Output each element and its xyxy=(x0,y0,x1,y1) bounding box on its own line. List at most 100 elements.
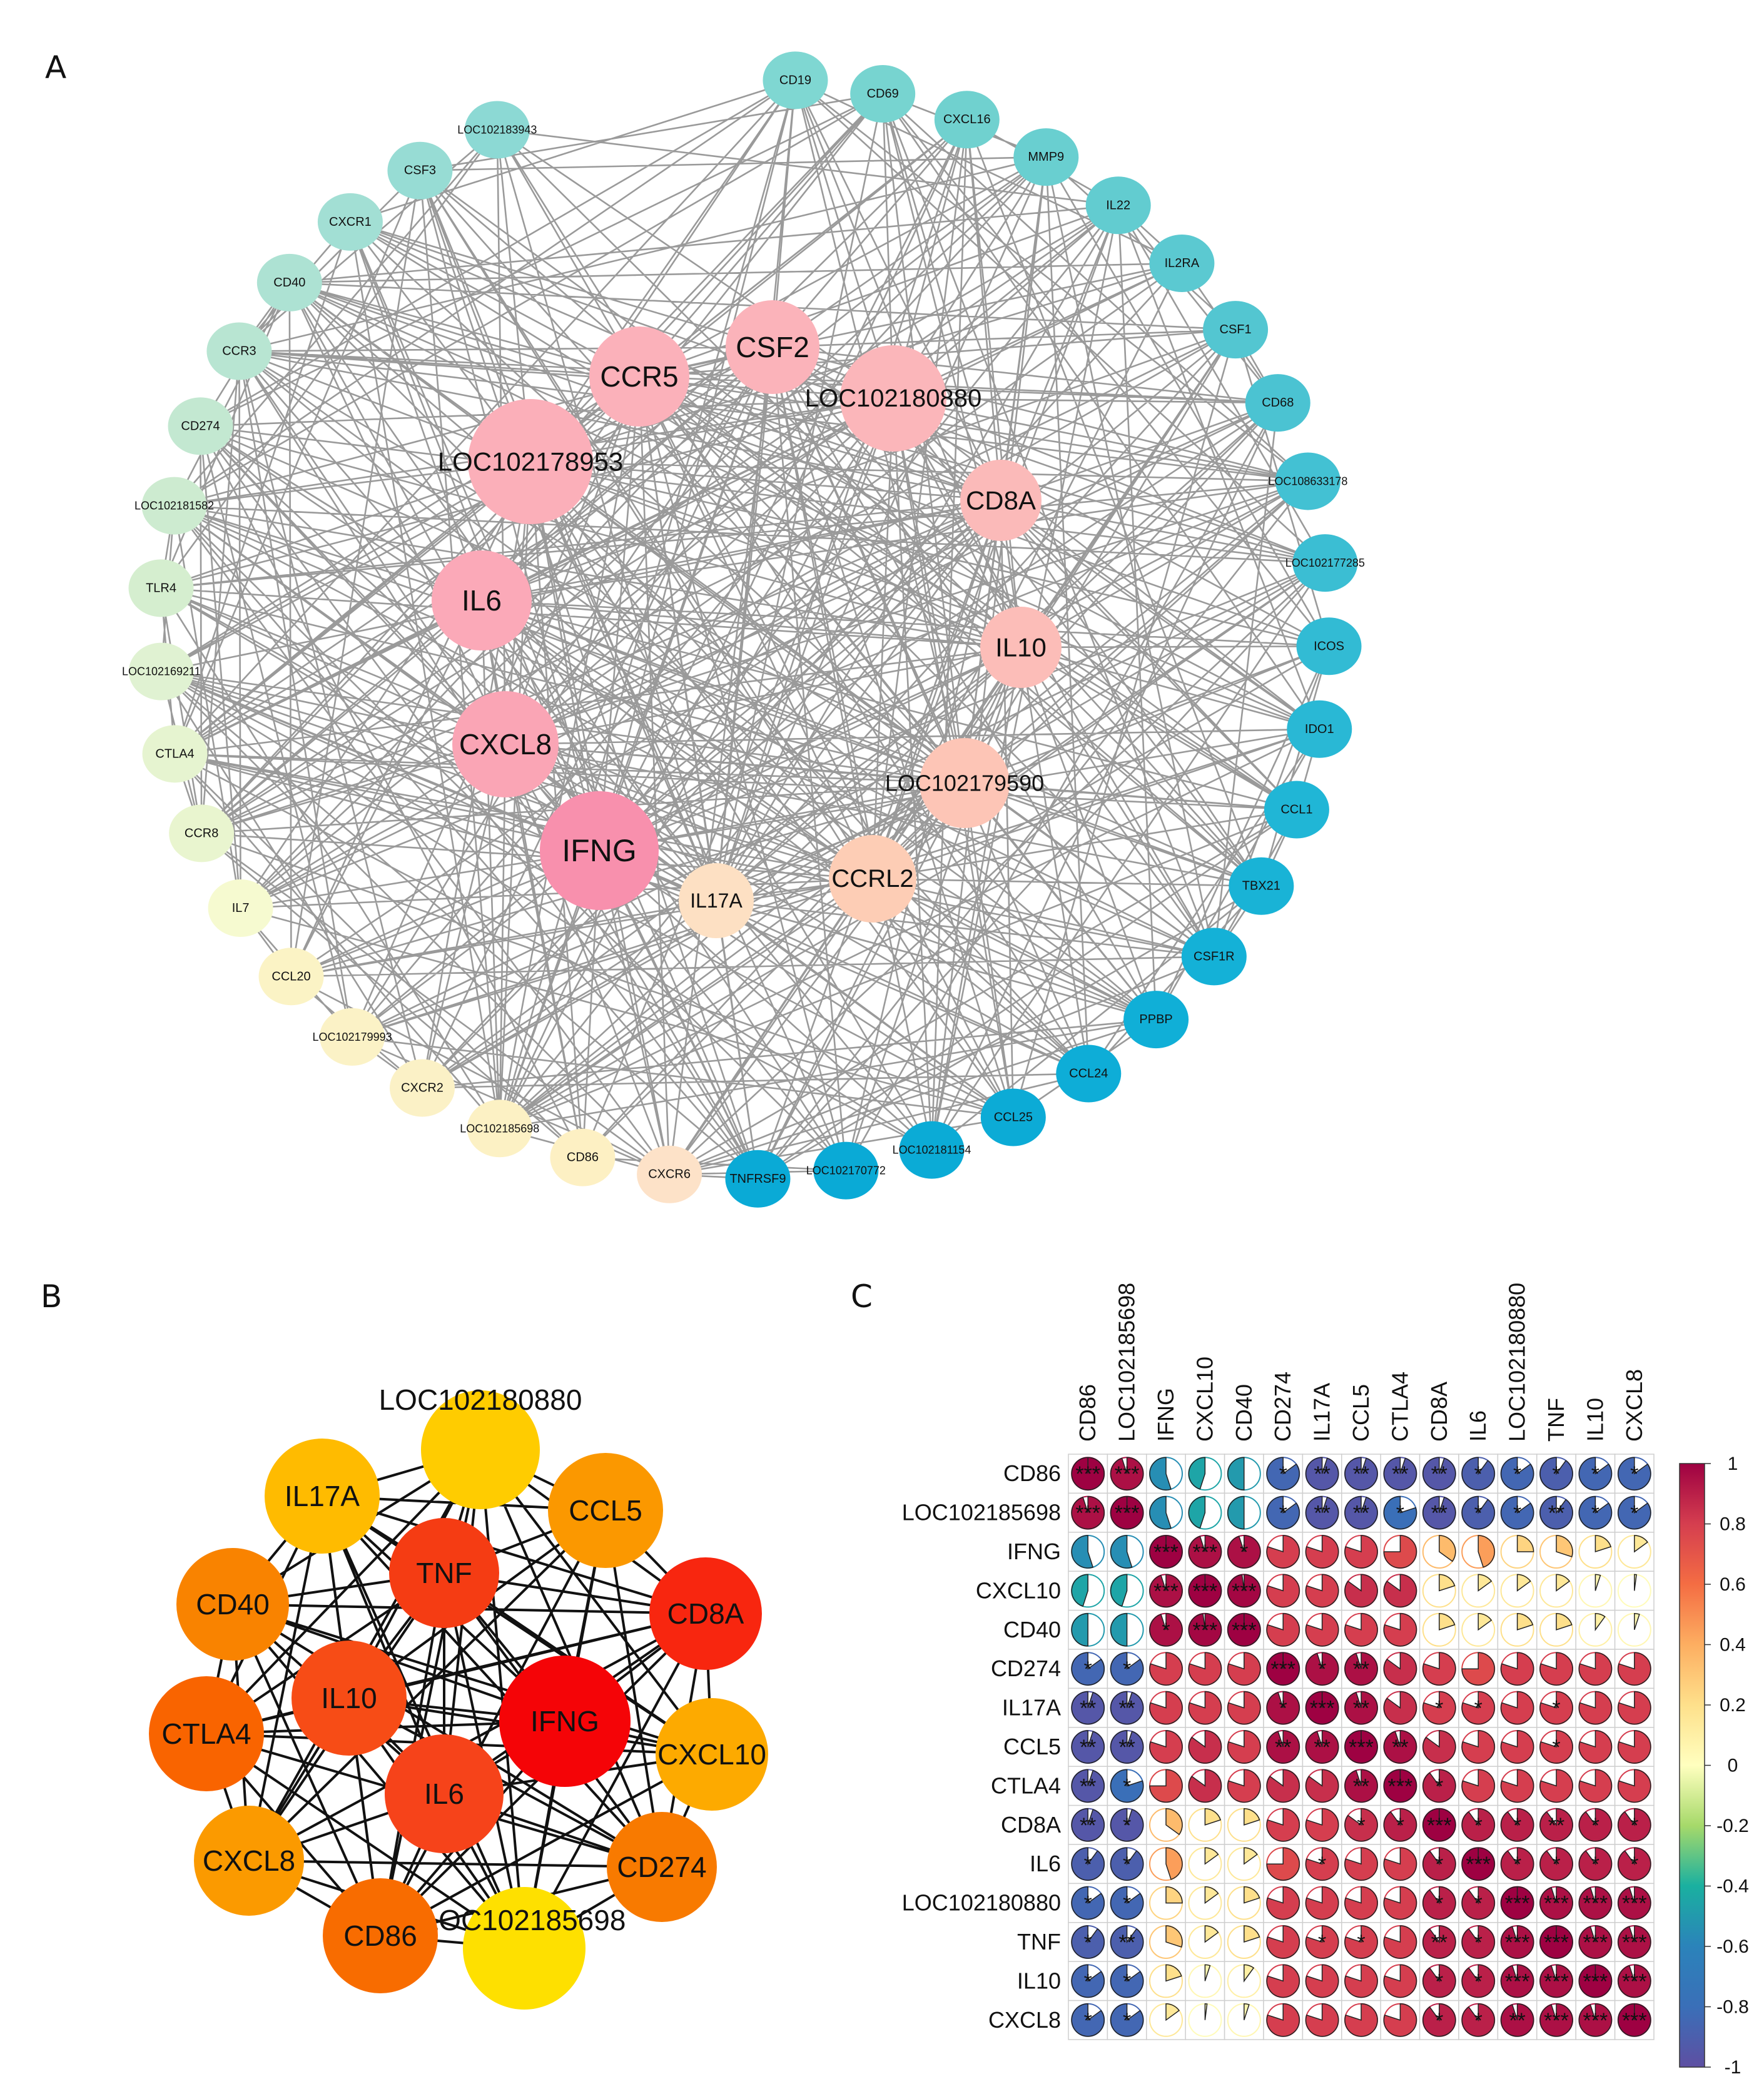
hub-node-ccrl2: CCRL2 xyxy=(829,835,916,923)
row-label: CD86 xyxy=(1003,1460,1061,1486)
pie-slice xyxy=(1461,2003,1495,2037)
cell-il10-il10: *** xyxy=(1575,1961,1616,2001)
cell-ctla4-il10 xyxy=(1575,1766,1616,1806)
hub-node-il17a: IL17A xyxy=(679,863,754,938)
pie-slice xyxy=(1165,1847,1183,1880)
significance-stars: *** xyxy=(1232,1579,1257,1603)
node-label: CD86 xyxy=(567,1151,599,1165)
node-loc102183943: LOC102183943 xyxy=(457,101,537,159)
cell-ctla4-cxcl10 xyxy=(1185,1766,1225,1806)
pie-slice xyxy=(1110,1769,1144,1803)
cell-loc102180880-cd8a: * xyxy=(1419,1883,1459,1923)
colorbar-gradient xyxy=(1679,1463,1705,2068)
cell-il17a-cd274: * xyxy=(1263,1687,1304,1728)
significance-stars: * xyxy=(1084,1892,1092,1916)
pie-slice xyxy=(1344,1574,1378,1608)
node-cxcl10: CXCL10 xyxy=(656,1698,768,1811)
node-circle xyxy=(176,1548,289,1661)
pie-slice xyxy=(1344,1886,1378,1920)
cell-cxcl10-cd40: *** xyxy=(1224,1571,1264,1611)
pie-slice xyxy=(1266,1613,1300,1647)
node-ellipse xyxy=(169,804,235,862)
node-ellipse xyxy=(256,253,322,311)
significance-stars: *** xyxy=(1115,1462,1140,1486)
node-il10: IL10 xyxy=(291,1641,407,1756)
cell-ctla4-cd86: ** xyxy=(1068,1766,1108,1806)
pie-slice xyxy=(1344,1730,1378,1764)
pie-slice xyxy=(1110,1535,1133,1569)
significance-stars: *** xyxy=(1505,1970,1530,1993)
pie-slice xyxy=(1422,1769,1456,1803)
significance-stars: *** xyxy=(1310,1697,1335,1721)
pie-slice xyxy=(1266,1847,1300,1881)
significance-stars: * xyxy=(1084,1970,1092,1993)
pie-slice xyxy=(1149,1730,1183,1764)
pie-slice xyxy=(1500,1495,1534,1530)
pie-slice xyxy=(1110,1457,1144,1490)
node-label: LOC108633178 xyxy=(1268,475,1347,487)
pie-slice xyxy=(1149,1535,1183,1569)
significance-stars: * xyxy=(1513,1502,1521,1525)
node-circle xyxy=(389,1518,499,1628)
node-ellipse xyxy=(208,879,273,937)
significance-stars: *** xyxy=(1153,1540,1179,1564)
pie-slice xyxy=(1071,1808,1105,1842)
cell-cd86-ctla4: ** xyxy=(1380,1454,1421,1494)
pie-slice xyxy=(1344,2003,1378,2037)
column-label: CD274 xyxy=(1270,1372,1295,1442)
pie-slice xyxy=(1422,1730,1456,1764)
hub-label: IL17A xyxy=(690,889,743,912)
cell-cxcl8-ccl5 xyxy=(1341,2000,1381,2040)
pie-slice xyxy=(1344,1613,1378,1647)
node-label: CTLA4 xyxy=(161,1717,251,1750)
significance-stars: * xyxy=(1435,1970,1443,1993)
cell-ccl5-il6 xyxy=(1458,1727,1499,1767)
pie-slice xyxy=(1204,1886,1219,1904)
node-ellipse xyxy=(899,1121,965,1179)
node-ellipse xyxy=(1013,128,1079,186)
cell-cd40-il10 xyxy=(1575,1609,1616,1650)
pie-slice xyxy=(1383,1769,1417,1803)
significance-stars: *** xyxy=(1075,1502,1100,1525)
node-label: CCL5 xyxy=(569,1494,642,1527)
cell-il17a-tnf: * xyxy=(1536,1687,1576,1728)
node-label: CCL25 xyxy=(994,1111,1033,1125)
node-ccr8: CCR8 xyxy=(169,804,235,862)
pie-slice xyxy=(1266,1925,1300,1959)
pie-slice xyxy=(1516,1574,1531,1592)
node-il22: IL22 xyxy=(1085,176,1151,235)
cell-cd86-cd8a: ** xyxy=(1419,1454,1459,1494)
significance-stars: ** xyxy=(1353,1462,1369,1486)
cell-il10-cxcl8: *** xyxy=(1614,1961,1655,2001)
significance-stars: * xyxy=(1240,1540,1248,1564)
significance-stars: ** xyxy=(1275,1736,1291,1759)
significance-stars: ** xyxy=(1314,1462,1330,1486)
pie-slice xyxy=(1244,1847,1258,1865)
pie-slice xyxy=(1110,1495,1144,1530)
node-ellipse xyxy=(550,1128,616,1186)
pie-slice xyxy=(1594,1574,1601,1591)
pie-slice xyxy=(1227,1652,1261,1686)
hub-circle xyxy=(452,691,559,797)
column-label: CXCL8 xyxy=(1621,1369,1647,1442)
significance-stars: * xyxy=(1630,1853,1638,1876)
significance-stars: ** xyxy=(1431,1931,1447,1955)
pie-slice xyxy=(1578,1691,1613,1725)
cell-il17a-ctla4 xyxy=(1380,1687,1421,1728)
pie-slice xyxy=(1149,1769,1183,1803)
cell-ctla4-loc102180880 xyxy=(1497,1766,1538,1806)
hub-node-ifng: IFNG xyxy=(540,791,659,910)
node-label: CXCL8 xyxy=(203,1844,295,1877)
panel-c-correlation-matrix: CD86 LOC102185698 IFNG CXCL10 CD40 CD274 IL17A… xyxy=(902,1283,1749,2078)
significance-stars: ** xyxy=(1353,1502,1369,1525)
significance-stars: * xyxy=(1435,2009,1443,2033)
cell-cd8a-cxcl8: * xyxy=(1614,1804,1655,1845)
cell-cxcl8-ctla4 xyxy=(1380,2000,1421,2040)
cell-ccl5-ccl5: *** xyxy=(1341,1727,1381,1767)
pie-slice xyxy=(1461,1769,1495,1803)
cell-cd40-cd86 xyxy=(1068,1609,1108,1650)
cell-loc102180880-cxcl10 xyxy=(1185,1883,1225,1923)
significance-stars: * xyxy=(1123,1774,1131,1798)
cell-cd40-cd274 xyxy=(1263,1609,1304,1650)
